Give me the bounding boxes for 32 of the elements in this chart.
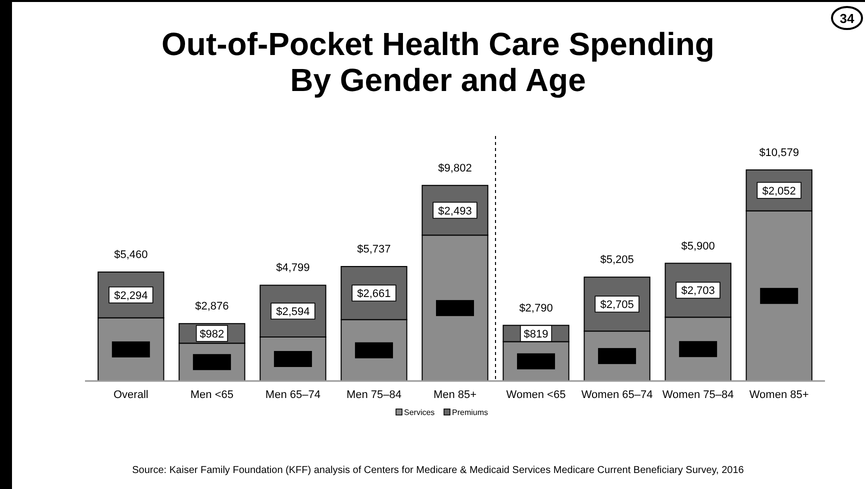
- total-label: $5,900: [681, 240, 715, 252]
- total-label: $4,799: [276, 262, 310, 274]
- data-label: $2,493: [438, 205, 472, 218]
- total-label: $2,790: [519, 302, 553, 314]
- data-label: $982: [200, 328, 224, 340]
- x-tick-label: Women <65: [506, 389, 566, 401]
- text: 34: [840, 11, 855, 26]
- x-tick-label: Women 85+: [749, 389, 809, 401]
- total-label: $5,460: [114, 249, 148, 262]
- data-label: $2,705: [600, 299, 634, 312]
- x-tick-label: Women 65–74: [581, 389, 653, 401]
- data-label: $2,594: [276, 306, 310, 318]
- x-tick-label: Men 75–84: [346, 389, 402, 401]
- legend-label: Premiums: [452, 408, 488, 417]
- legend-label: Services: [404, 408, 435, 417]
- total-label: $2,876: [195, 300, 229, 313]
- source-note: Source: Kaiser Family Foundation (KFF) analysis of Centers for Medicare & Medicaid Services Medicare Current Beneficiary Survey, 2016: [132, 465, 744, 476]
- data-label: $2,661: [357, 288, 391, 300]
- data-label: $2,703: [681, 285, 715, 298]
- total-label: $5,205: [600, 254, 634, 266]
- data-label: $819: [524, 328, 548, 340]
- total-label: $9,802: [438, 162, 472, 174]
- x-tick-label: Women 75–84: [662, 389, 734, 401]
- total-label: $10,579: [759, 146, 799, 159]
- x-tick-label: Men 65–74: [265, 389, 320, 401]
- x-tick-label: Men 85+: [433, 389, 477, 401]
- chart-title: Out-of-Pocket Health Care Spending By Gender and Age: [162, 26, 714, 98]
- data-label: $2,052: [762, 185, 796, 198]
- data-label: $2,294: [114, 290, 148, 302]
- total-label: $5,737: [357, 244, 391, 256]
- x-tick-label: Men <65: [190, 389, 234, 401]
- x-tick-label: Overall: [113, 389, 148, 401]
